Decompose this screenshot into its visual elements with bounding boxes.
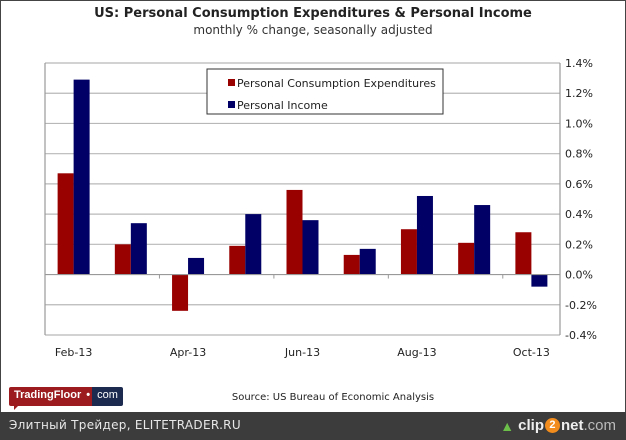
y-tick-label: -0.4% [565, 329, 597, 342]
x-tick-label: Jun-13 [284, 346, 320, 359]
bar-income-mar-13 [130, 223, 147, 275]
legend-label: Personal Consumption Expenditures [237, 77, 436, 90]
bar-pce-apr-13 [172, 274, 189, 311]
legend-swatch [228, 79, 235, 86]
x-tick-label: Feb-13 [55, 346, 92, 359]
bar-income-jul-13 [359, 248, 376, 275]
logo-suffix: com [92, 387, 123, 406]
upload-arrow-icon: ▲ [500, 417, 515, 434]
x-tick-label: Apr-13 [170, 346, 206, 359]
legend-box [206, 68, 444, 115]
x-tick-labels: Feb-13 Apr-13 Jun-13 Aug-13 Oct-13 [55, 346, 550, 359]
legend-swatch [228, 101, 235, 108]
axes [44, 63, 561, 335]
brand-suffix: .com [583, 417, 616, 434]
bar-pce-may-13 [229, 245, 246, 275]
y-tick-label: 1.4% [565, 57, 593, 70]
bar-income-oct-13 [531, 274, 548, 287]
logo-tail-shape [14, 405, 19, 410]
bar-pce-jul-13 [343, 254, 360, 275]
brand-prefix: clip [518, 417, 544, 434]
y-tick-label: 1.2% [565, 87, 593, 100]
y-tick-label: 0.4% [565, 208, 593, 221]
brand-mid: net [560, 417, 584, 434]
footer-caption: Элитный Трейдер, ELITETRADER.RU [9, 418, 241, 432]
bar-income-jun-13 [302, 220, 319, 275]
bar-income-feb-13 [73, 79, 90, 275]
chart-subtitle: monthly % change, seasonally adjusted [193, 23, 433, 37]
footer-bar: Элитный Трейдер, ELITETRADER.RU ▲ clip 2… [0, 412, 626, 440]
bar-pce-sep-13 [458, 242, 475, 275]
legend: Personal Consumption Expenditures Persona… [206, 68, 444, 115]
bar-chart: 1.4% 1.2% 1.0% 0.8% 0.6% 0.4% 0.2% 0.0% -0.2% -0.… [44, 57, 597, 359]
y-tick-label: 1.0% [565, 117, 593, 130]
bars [57, 79, 548, 311]
brand-two: 2 [544, 418, 560, 433]
bar-income-sep-13 [474, 205, 491, 275]
bar-pce-mar-13 [114, 244, 131, 275]
bar-pce-feb-13 [57, 173, 74, 275]
x-tick-label: Oct-13 [513, 346, 550, 359]
logo-dot: • [86, 387, 93, 406]
y-tick-label: -0.2% [565, 299, 597, 312]
bar-pce-jun-13 [286, 189, 303, 275]
source-note: Source: US Bureau of Economic Analysis [231, 392, 435, 403]
clip2net-brand[interactable]: ▲ clip 2 net .com [500, 417, 616, 434]
bar-income-may-13 [245, 214, 262, 275]
legend-label: Personal Income [237, 99, 328, 112]
bar-pce-aug-13 [400, 229, 417, 275]
bar-income-apr-13 [188, 257, 205, 275]
chart-title: US: Personal Consumption Expenditures & … [94, 6, 532, 21]
y-tick-label: 0.8% [565, 148, 593, 161]
y-tick-labels: 1.4% 1.2% 1.0% 0.8% 0.6% 0.4% 0.2% 0.0% -0.2% -0.… [565, 57, 597, 342]
y-tick-label: 0.6% [565, 178, 593, 191]
y-tick-label: 0.0% [565, 269, 593, 282]
tradingfloor-logo[interactable]: TradingFloor • com [9, 387, 123, 406]
logo-name: TradingFloor [9, 387, 87, 406]
bar-pce-oct-13 [515, 232, 532, 275]
x-tick-label: Aug-13 [397, 346, 436, 359]
bar-income-aug-13 [416, 195, 433, 275]
y-tick-label: 0.2% [565, 238, 593, 251]
